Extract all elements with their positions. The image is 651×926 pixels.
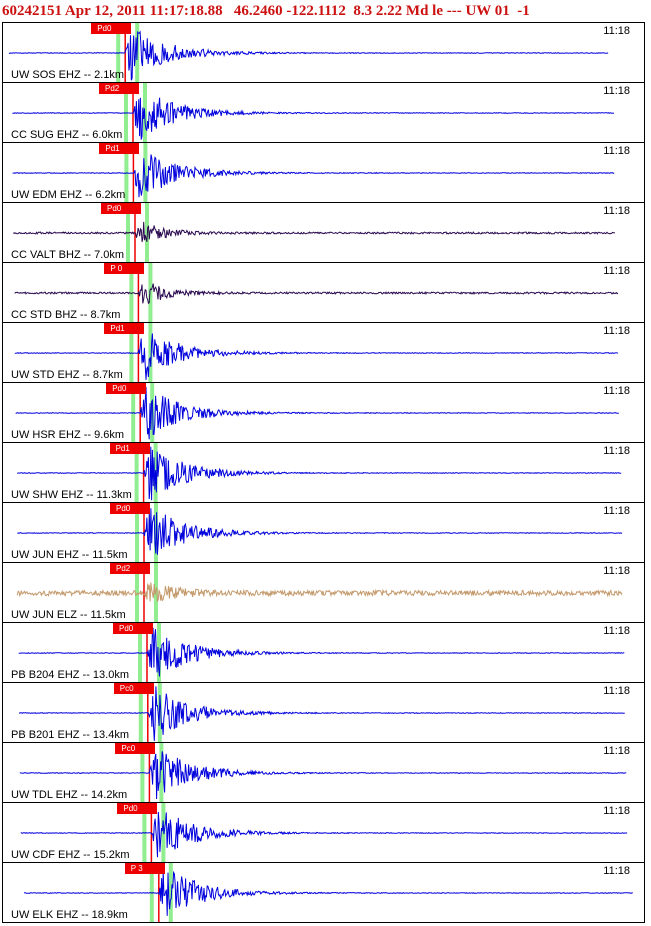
time-label: 11:18 (603, 145, 630, 157)
pick-tag: P 3 (124, 863, 165, 874)
time-label: 11:18 (603, 385, 630, 397)
station-label: UW HSR EHZ -- 9.6km (11, 429, 125, 441)
station-label: UW STD EHZ -- 8.7km (11, 369, 123, 381)
pick-window (148, 263, 153, 322)
pick-tag: Pd1 (109, 443, 150, 454)
pick-tag: P 0 (104, 263, 145, 274)
time-label: 11:18 (603, 25, 630, 37)
time-label: 11:18 (603, 85, 630, 97)
pick-window (148, 323, 153, 382)
station-label: CC SUG EHZ -- 6.0km (11, 129, 123, 141)
trace-panel: Pd0 11:18 PB B204 EHZ -- 13.0km (2, 622, 645, 683)
waveform-line (19, 751, 627, 800)
pick-tag: Pd1 (99, 143, 140, 154)
event-header: 60242151 Apr 12, 2011 11:17:18.88 46.246… (0, 0, 651, 22)
pick-window (116, 23, 121, 82)
trace-panel: Pd2 11:18 UW JUN ELZ -- 11.5km (2, 562, 645, 623)
time-label: 11:18 (603, 865, 630, 877)
waveform-line (16, 582, 623, 603)
trace-panel: Pd0 11:18 UW SOS EHZ -- 2.1km (2, 22, 645, 83)
pick-window (149, 863, 154, 922)
pick-window (138, 683, 143, 742)
pick-tag: Pd0 (101, 203, 141, 214)
time-label: 11:18 (603, 805, 630, 817)
trace-panel: Pd1 11:18 UW EDM EHZ -- 6.2km (2, 142, 645, 203)
time-label: 11:18 (603, 445, 630, 457)
trace-panel: Pc0 11:18 UW TDL EHZ -- 14.2km (2, 742, 645, 803)
station-label: PB B204 EHZ -- 13.0km (11, 669, 129, 681)
pick-window (154, 563, 158, 622)
waveform-line (18, 627, 625, 677)
trace-panel: Pd0 11:18 CC VALT BHZ -- 7.0km (2, 202, 645, 263)
trace-panel: Pd0 11:18 UW CDF EHZ -- 15.2km (2, 802, 645, 863)
time-label: 11:18 (603, 685, 630, 697)
trace-panel: Pd0 11:18 UW JUN EHZ -- 11.5km (2, 502, 645, 563)
time-label: 11:18 (603, 325, 630, 337)
station-label: UW ELK EHZ -- 18.9km (11, 909, 128, 921)
station-label: CC VALT BHZ -- 7.0km (11, 249, 125, 261)
waveform-line (15, 386, 619, 440)
pick-tag: Pd2 (99, 83, 139, 94)
pick-window (157, 623, 161, 682)
trace-panel: Pd1 11:18 UW SHW EHZ -- 11.3km (2, 442, 645, 503)
waveform-line (24, 870, 633, 916)
pick-tag: Pc0 (113, 683, 154, 694)
seismogram-panels: Pd0 11:18 UW SOS EHZ -- 2.1km Pd2 11:18 CC SU… (2, 22, 647, 924)
time-label: 11:18 (603, 565, 630, 577)
pick-tag: Pd0 (110, 503, 150, 514)
trace-panel: Pd1 11:18 UW STD EHZ -- 8.7km (2, 322, 645, 383)
pick-window (159, 743, 164, 802)
pick-window (135, 563, 139, 622)
pick-tag: Pd0 (113, 623, 153, 634)
trace-panel: Pd0 11:18 UW HSR EHZ -- 9.6km (2, 382, 645, 443)
waveform-line (18, 686, 625, 741)
station-label: UW JUN ELZ -- 11.5km (11, 609, 126, 621)
pick-window (129, 263, 134, 322)
station-label: UW SHW EHZ -- 11.3km (11, 489, 132, 501)
station-label: CC STD BHZ -- 8.7km (11, 309, 121, 321)
station-label: UW TDL EHZ -- 14.2km (11, 789, 128, 801)
pick-tag: Pd0 (91, 23, 132, 34)
pick-window (168, 863, 173, 922)
pick-window (138, 623, 142, 682)
waveform-line (20, 811, 628, 858)
trace-panel: Pd2 11:18 CC SUG EHZ -- 6.0km (2, 82, 645, 143)
station-label: PB B201 EHZ -- 13.4km (11, 729, 129, 741)
waveform-line (12, 97, 615, 140)
waveform-line (17, 508, 623, 555)
station-label: UW SOS EHZ -- 2.1km (11, 69, 125, 81)
waveform-line (14, 333, 619, 380)
pick-tag: Pc0 (115, 743, 156, 754)
time-label: 11:18 (603, 505, 630, 517)
pick-tag: Pd0 (117, 803, 158, 814)
pick-window (143, 143, 148, 202)
trace-panel: P 3 11:18 UW ELK EHZ -- 18.9km (2, 862, 645, 923)
station-label: UW CDF EHZ -- 15.2km (11, 849, 130, 861)
time-label: 11:18 (603, 205, 630, 217)
time-label: 11:18 (603, 265, 630, 277)
waveform-line (12, 154, 615, 198)
trace-panel: P 0 11:18 CC STD BHZ -- 8.7km (2, 262, 645, 323)
waveform-line (8, 30, 609, 81)
pick-tag: Pd1 (104, 323, 145, 334)
waveform-line (13, 221, 616, 242)
waveform-line (17, 446, 622, 501)
time-label: 11:18 (603, 745, 630, 757)
pick-tag: Pd0 (106, 383, 147, 394)
pick-tag: Pd2 (110, 563, 150, 574)
trace-panel: Pc0 11:18 PB B201 EHZ -- 13.4km (2, 682, 645, 743)
time-label: 11:18 (603, 625, 630, 637)
station-label: UW EDM EHZ -- 6.2km (11, 189, 126, 201)
station-label: UW JUN EHZ -- 11.5km (11, 549, 128, 561)
waveform-line (14, 283, 619, 304)
